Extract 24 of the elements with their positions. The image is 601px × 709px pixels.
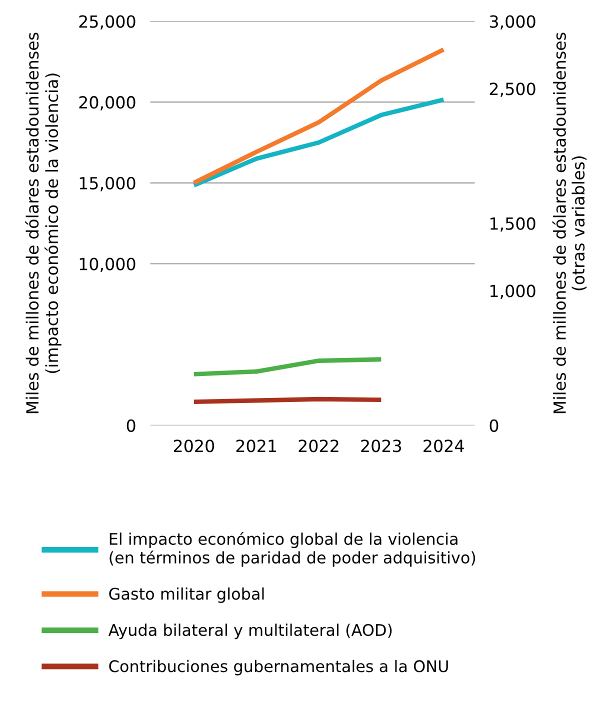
y-tick-label: 0 (126, 419, 136, 432)
y-tick-label: 25,000 (79, 15, 136, 30)
legend-label: Contribuciones gubernamentales a la ONU (109, 660, 448, 676)
y-tick-label: 20,000 (79, 96, 136, 110)
line-series (192, 47, 446, 186)
y-tick-label: 10,000 (80, 258, 136, 272)
y2-tick-label: 2,500 (490, 82, 536, 97)
line-series (192, 97, 446, 188)
x-tick-label: 2021 (236, 440, 276, 452)
x-tick-label: 2023 (361, 440, 402, 452)
y2-tick-label: 1,500 (490, 217, 536, 232)
y2-tick-label: 1,000 (490, 284, 536, 299)
line-series (192, 357, 384, 376)
x-tick-label: 2022 (298, 440, 338, 452)
y2-tick-label: 0 (490, 419, 498, 432)
x-tick-label: 2024 (424, 440, 464, 452)
y-tick-label: 15,000 (80, 176, 136, 192)
legend-label: El impacto económico global de la violencia (en términos de paridad de poder adquisitivo) (110, 532, 476, 567)
legend-label: Gasto militar global (109, 587, 264, 603)
y2-axis-title: Miles de millones de dólares estadounidenses (otras variables) (552, 32, 587, 414)
legend-label: Ayuda bilateral y multilateral (AOD) (108, 624, 392, 640)
y-axis-title: Miles de millones de dólares estadounidenses (impacto económico de la violencia) (25, 32, 62, 414)
y2-tick-label: 3,000 (490, 15, 536, 30)
x-tick-label: 2020 (174, 440, 214, 452)
